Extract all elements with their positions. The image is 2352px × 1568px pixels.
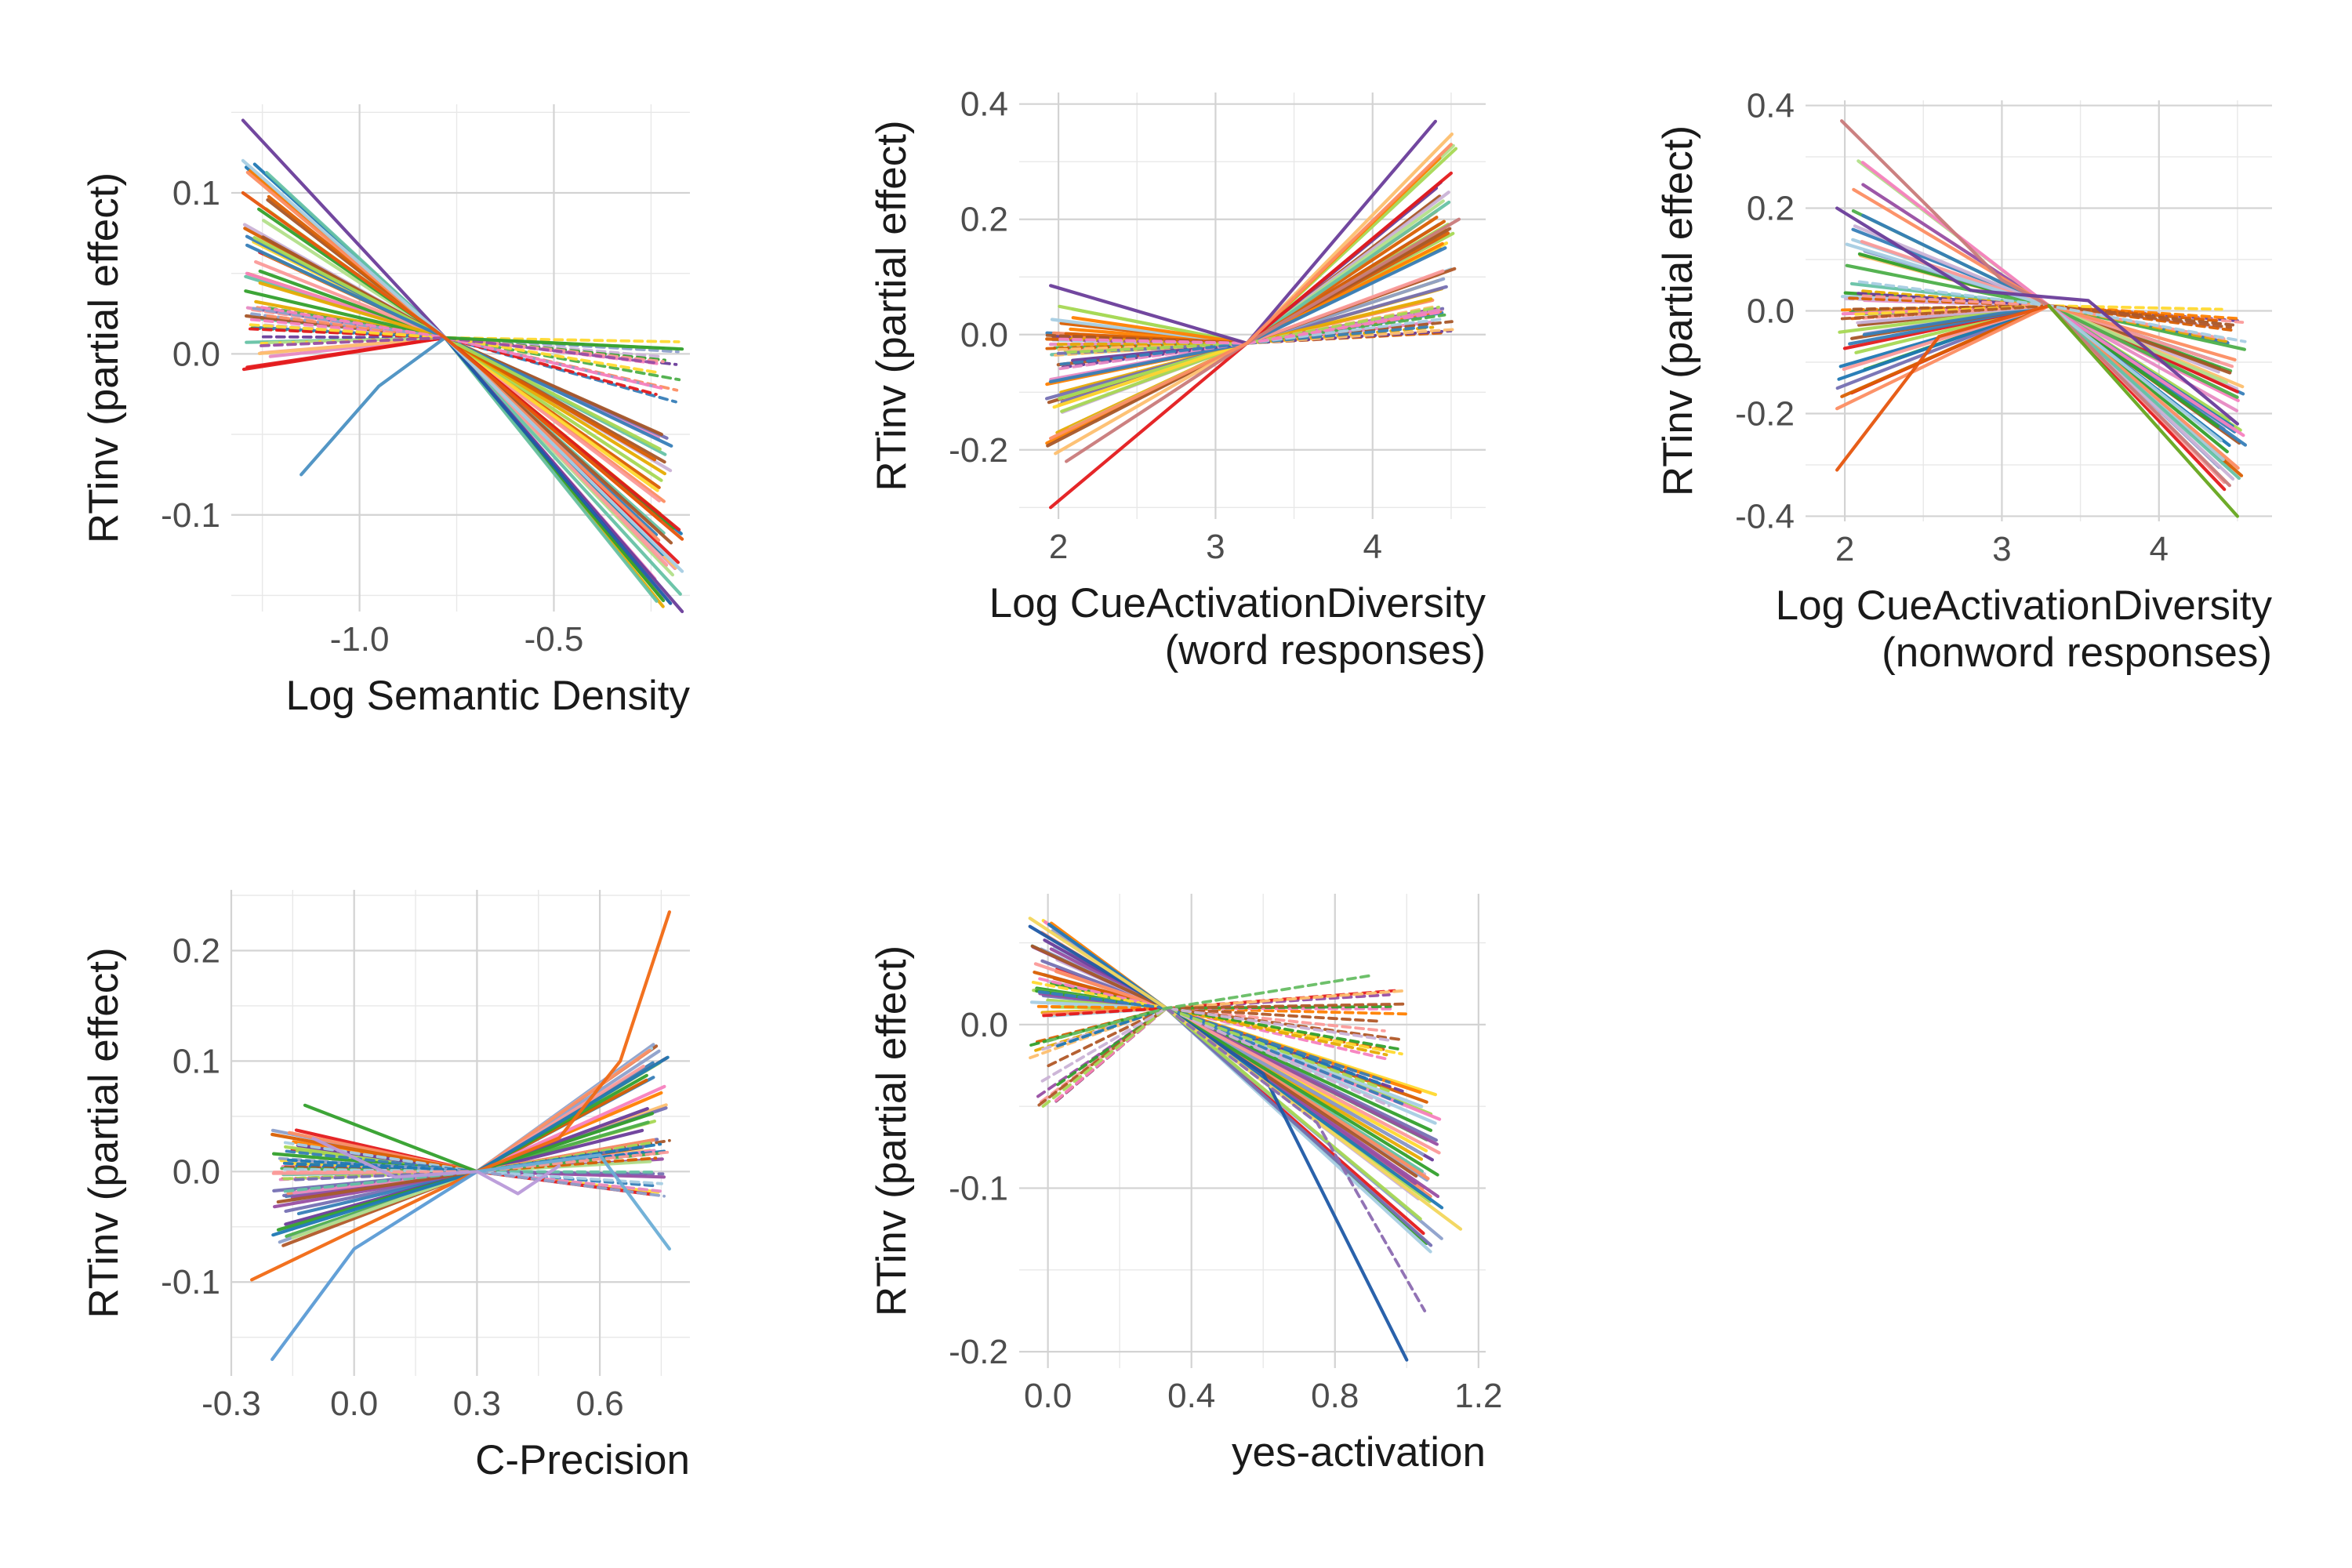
solid-effect-line — [258, 281, 666, 476]
x-axis-title: Log CueActivationDiversity — [1776, 583, 2273, 629]
y-tick-label: -0.2 — [949, 1333, 1008, 1371]
effect-line-orange-top — [1049, 143, 1453, 441]
curve-layer — [1028, 916, 1463, 1362]
y-tick-label: -0.4 — [1735, 497, 1795, 535]
curve-layer — [241, 118, 684, 614]
panel-cue-activation-nonword: 2 3 4 0.4 0.2 0.0 -0.2 -0.4 RTinv (partial effec… — [1655, 87, 2272, 676]
dashed-effect-line — [1038, 977, 1388, 1061]
x-axis-subtitle: (word responses) — [1165, 627, 1486, 673]
effect-line-purple-hump — [1835, 206, 2239, 426]
y-tick-label: 0.4 — [1747, 87, 1795, 125]
y-tick-label: 0.2 — [960, 201, 1008, 239]
x-axis-title: C-Precision — [475, 1437, 690, 1483]
solid-effect-line — [1058, 194, 1442, 407]
dashed-effect-line — [260, 336, 659, 365]
y-tick-label: 0.0 — [960, 1006, 1008, 1044]
curve-layer — [250, 910, 671, 1361]
effect-line-orange-bottom — [1835, 303, 2051, 472]
dashed-effect-line — [1047, 1002, 1408, 1068]
y-tick-label: -0.1 — [161, 1263, 220, 1301]
y-axis-title: RTinv (partial effect) — [1655, 125, 1701, 496]
effect-line-blue-steep — [1028, 924, 1409, 1362]
y-tick-label: 0.2 — [1747, 190, 1795, 228]
y-tick-label: 0.0 — [1747, 292, 1795, 331]
y-axis-title: RTinv (partial effect) — [869, 946, 915, 1316]
y-tick-label: 0.0 — [960, 316, 1008, 354]
x-tick-label: 4 — [1363, 528, 1382, 566]
effect-line-lavender-wave — [311, 1136, 561, 1196]
dashed-effect-line — [1041, 1007, 1393, 1108]
effect-line-orange-red — [241, 191, 684, 541]
y-tick-label: -0.1 — [949, 1170, 1008, 1208]
y-axis-title: RTinv (partial effect) — [869, 120, 915, 491]
x-axis-title: Log Semantic Density — [285, 673, 690, 719]
effect-line-pink-top — [1840, 119, 2231, 488]
effect-line-green-top — [303, 1103, 479, 1174]
curve-layer — [1045, 119, 1461, 510]
x-axis-subtitle: (nonword responses) — [1882, 630, 2272, 676]
x-tick-label: 0.0 — [1024, 1377, 1072, 1415]
panel-c-precision: -0.3 0.0 0.3 0.6 0.2 0.1 0.0 -0.1 RTinv (partial… — [81, 890, 690, 1483]
panel-cue-activation-word: 2 3 4 0.4 0.2 0.0 -0.2 RTinv (partial effect) Lo… — [869, 85, 1486, 673]
x-tick-label: 2 — [1835, 530, 1854, 568]
dashed-effect-line — [1040, 1007, 1390, 1083]
effect-line-blue-low — [270, 1170, 479, 1361]
x-tick-label: 0.0 — [330, 1385, 378, 1423]
effect-line-short-blue — [299, 336, 447, 477]
x-tick-label: 3 — [1992, 530, 2011, 568]
x-tick-label: 1.2 — [1454, 1377, 1502, 1415]
curve-layer — [1835, 119, 2247, 518]
x-tick-label: 0.3 — [453, 1385, 501, 1423]
x-tick-label: 4 — [2150, 530, 2169, 568]
x-tick-label: 0.4 — [1167, 1377, 1215, 1415]
effect-line-orange-rise — [250, 910, 671, 1282]
effect-line-green-dash — [1046, 974, 1373, 1043]
y-tick-label: 0.1 — [172, 1042, 220, 1080]
x-tick-label: 3 — [1206, 528, 1225, 566]
y-tick-label: -0.1 — [161, 496, 220, 535]
y-tick-label: 0.0 — [172, 335, 220, 373]
x-axis-title: yes-activation — [1232, 1429, 1486, 1475]
y-tick-label: 0.1 — [172, 174, 220, 212]
effect-line-green-steep — [2047, 303, 2239, 518]
y-axis-title: RTinv (partial effect) — [81, 172, 127, 543]
x-tick-label: -1.0 — [330, 620, 390, 659]
panel-semantic-density: -1.0 -0.5 0.1 0.0 -0.1 RTinv (partial effect)… — [81, 104, 690, 719]
y-tick-label: -0.2 — [1735, 394, 1795, 433]
dashed-effect-line — [1054, 1007, 1397, 1102]
panel-yes-activation: 0.0 0.4 0.8 1.2 0.0 -0.1 -0.2 RTinv (partial ef… — [869, 894, 1502, 1475]
y-axis-title: RTinv (partial effect) — [81, 947, 127, 1318]
x-tick-label: 2 — [1049, 528, 1068, 566]
effect-line-dark-blue — [443, 336, 673, 605]
y-tick-label: 0.0 — [172, 1152, 220, 1191]
x-tick-label: -0.5 — [524, 620, 584, 659]
x-tick-label: 0.6 — [576, 1385, 624, 1423]
effect-line-blue-drop — [475, 1153, 671, 1251]
y-tick-label: 0.4 — [960, 85, 1008, 124]
x-tick-label: -0.3 — [201, 1385, 261, 1423]
effect-line-purple-dash — [1164, 1007, 1427, 1312]
effect-line-green-up — [443, 336, 684, 351]
x-axis-title: Log CueActivationDiversity — [989, 580, 1486, 626]
y-tick-label: -0.2 — [949, 431, 1008, 470]
y-tick-label: 0.2 — [172, 932, 220, 971]
x-tick-label: 0.8 — [1311, 1377, 1359, 1415]
